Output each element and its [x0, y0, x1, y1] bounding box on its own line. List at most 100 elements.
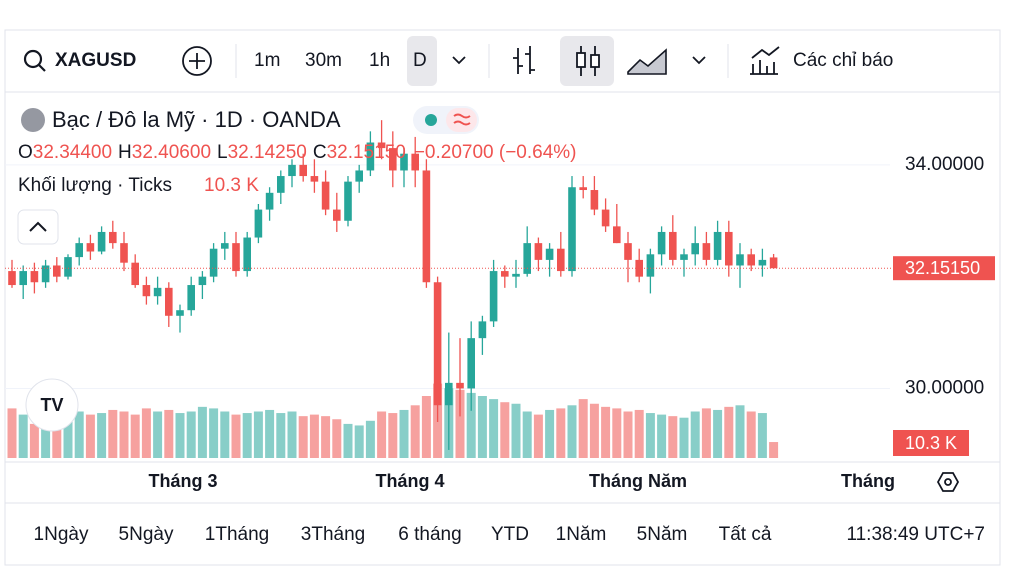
compare-button[interactable] [182, 46, 212, 76]
candle-body [344, 181, 352, 221]
tv-logo-mark: TV [40, 395, 63, 415]
candle-body [534, 243, 543, 260]
search-icon [38, 64, 46, 72]
range-button[interactable]: 6 tháng [398, 524, 461, 545]
toolbar: XAGUSD 1m 30m 1h D Các chỉ báo [23, 36, 893, 86]
volume-bar [612, 408, 622, 458]
candle-body [725, 231, 733, 266]
symbol-logo [21, 108, 45, 132]
interval-dropdown[interactable] [452, 56, 466, 65]
y-tick-label: 30.00000 [905, 377, 984, 398]
interval[interactable]: 1m [254, 50, 280, 71]
volume-bar [287, 411, 297, 458]
volume-bar [321, 416, 331, 458]
volume-bar [343, 423, 353, 458]
candle-body [512, 273, 520, 277]
last-price-tag [893, 256, 995, 281]
candles-icon [576, 52, 586, 68]
collapse-button[interactable] [17, 209, 59, 245]
settings-icon [944, 478, 952, 486]
volume-bar [545, 409, 555, 458]
candle-body [64, 257, 72, 277]
h-value: 32.40600 [132, 142, 211, 163]
range-button[interactable]: 1Tháng [205, 524, 269, 545]
candle-body [579, 187, 587, 191]
candle-body [646, 254, 655, 277]
l-label: L [217, 142, 228, 163]
volume-bar [332, 419, 342, 458]
volume-bar [657, 414, 667, 458]
l-value: 32.14250 [228, 142, 307, 163]
candle-body [221, 243, 229, 249]
candle-body [120, 243, 128, 263]
candle-body [680, 254, 688, 260]
volume-bar [41, 411, 51, 458]
volume-bar [634, 409, 644, 458]
search-icon[interactable] [23, 49, 43, 69]
candle-body [691, 243, 699, 255]
tv-logo[interactable] [25, 378, 79, 432]
interval[interactable]: 30m [305, 50, 342, 71]
indicators-icon[interactable] [750, 46, 780, 75]
volume-bar [242, 413, 252, 458]
x-tick-label: Tháng Năm [589, 471, 687, 491]
range-button[interactable]: 1Ngày [34, 524, 89, 545]
candle-body [523, 243, 531, 274]
active-interval-bg [407, 36, 437, 86]
candle-body [41, 265, 50, 283]
volume-bar [164, 409, 174, 458]
candle-body [232, 243, 240, 272]
volume-bar [153, 411, 163, 458]
candle-body [467, 338, 475, 389]
indicators-button[interactable]: Các chỉ báo [793, 50, 893, 71]
candle-body [198, 276, 207, 286]
volume-bar [645, 413, 655, 458]
volume-bar [567, 405, 577, 458]
range-button[interactable]: 5Năm [637, 524, 688, 545]
bars-icon[interactable] [513, 46, 535, 74]
settings-button[interactable] [936, 472, 960, 492]
volume-bar [522, 411, 532, 458]
candle-body [433, 282, 442, 406]
candle-body [400, 153, 408, 171]
y-tick-label: 34.00000 [905, 154, 984, 175]
range-button[interactable]: 5Ngày [119, 524, 174, 545]
candle-body [747, 254, 755, 266]
candle-body [333, 209, 341, 221]
candle-body [758, 259, 767, 266]
interval[interactable]: 1h [369, 50, 390, 71]
volume-bar [388, 413, 398, 458]
volume-bar [186, 411, 196, 458]
candle-body [97, 231, 106, 252]
range-button[interactable]: Tất cả [719, 524, 772, 545]
area-icon[interactable] [627, 48, 667, 75]
volume-bar [679, 417, 689, 458]
delay-icon [453, 113, 471, 126]
volume-bar [175, 413, 185, 458]
candle-body [277, 176, 285, 193]
volume-bar [556, 408, 566, 458]
volume-bar [209, 408, 219, 458]
candle-body [243, 237, 251, 272]
x-tick-label: Tháng [841, 471, 895, 491]
candle-body [769, 257, 778, 269]
candle-body [590, 190, 599, 210]
volume-bar [298, 416, 308, 458]
volume-bar [410, 405, 420, 458]
volume-bar [197, 406, 207, 458]
symbol[interactable]: XAGUSD [55, 50, 136, 71]
clock: 11:38:49 UTC+7 [846, 524, 985, 545]
interval[interactable]: D [413, 50, 427, 71]
chart-type-dropdown[interactable] [692, 56, 706, 65]
o-label: O [18, 142, 33, 163]
volume-bar [399, 409, 409, 458]
range-button[interactable]: YTD [491, 524, 529, 545]
volume-bar [668, 416, 678, 458]
candle-body [366, 142, 375, 171]
range-button[interactable]: 1Năm [556, 524, 607, 545]
volume-bar [130, 414, 140, 458]
change: −0.20700 (−0.64%) [414, 142, 577, 163]
volume-bar [701, 408, 711, 458]
range-button[interactable]: 3Tháng [301, 524, 365, 545]
